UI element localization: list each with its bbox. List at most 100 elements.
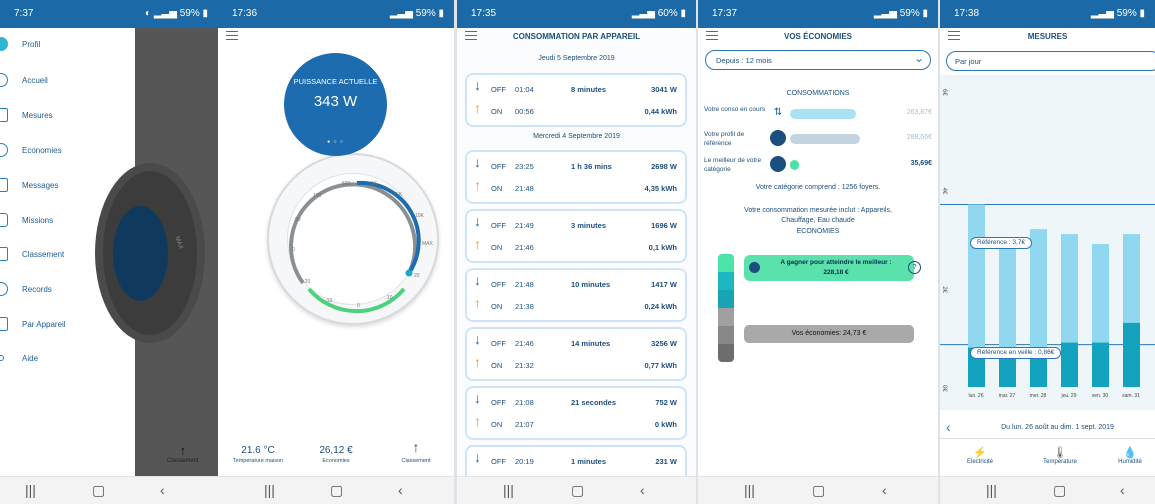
on-label: ON [491,302,503,311]
thermometer-icon: 🌡 [1053,447,1067,459]
off-label: OFF [491,85,506,94]
gauge-tick: 0 [292,247,295,253]
chart-icon [0,108,8,122]
consumption-row: Le meilleur de votre catégorie 35,69€ [704,156,932,178]
bar-total [968,204,985,387]
off-time: 21:08 [515,398,534,407]
menu-item-messages[interactable]: Messages [0,171,135,201]
off-label: OFF [491,162,506,171]
on-time: 21:07 [515,420,534,429]
consumption-row: Votre profil de référence 288,66€ [704,130,932,152]
arrow-up-icon: ↑ [474,177,481,193]
recent-apps-button[interactable]: ||| [503,482,514,498]
header [218,28,454,46]
device-event-card[interactable]: ↓ ↑ OFF 21:08 21 secondes 752 W ON 21:07 0 kWh [465,386,687,440]
home-button[interactable]: ▢ [1053,482,1067,498]
back-button[interactable]: ‹ [398,482,403,498]
menu-item-classement[interactable]: Classement [0,240,135,270]
hamburger-icon[interactable] [706,31,718,40]
off-label: OFF [491,398,506,407]
ranking-stat[interactable]: ↑ Classement [388,440,444,464]
on-label: ON [491,420,503,429]
home-button[interactable]: ▢ [330,482,344,498]
menu-label: Missions [22,216,54,225]
recent-apps-button[interactable]: ||| [25,482,36,498]
arrow-down-icon: ↓ [474,449,481,465]
home-button[interactable]: ▢ [571,482,585,498]
arrow-up-icon: ↑ [474,295,481,311]
includes-text: Votre consommation mesurée inclut : Appa… [744,207,892,224]
temperature-stat[interactable]: 21.6 °C Température maison [226,445,290,464]
date-header: Mercredi 4 Septembre 2019 [533,133,620,140]
menu-item-mesures[interactable]: Mesures [0,101,135,131]
gauge-tick: 100 [313,193,322,199]
duration: 3 minutes [571,221,607,230]
hamburger-icon[interactable] [948,31,960,40]
home-button[interactable]: ▢ [812,482,826,498]
economies-link[interactable]: ECONOMIES [796,228,840,235]
device-event-card[interactable]: ↓ ↑ OFF 01:04 8 minutes 3041 W ON 00:56 0,44 kWh [465,73,687,127]
reference-label: Référence : 3,7€ [970,237,1033,249]
menu-item-profil[interactable]: Profil [0,30,135,60]
rank-shortcut[interactable]: ↑ Classement [167,443,199,464]
clock: 17:35 [471,8,497,19]
off-row: OFF 23:25 1 h 36 mins 2698 W [467,156,685,176]
menu-item-aide[interactable]: Aide [0,344,135,374]
menu-item-par-appareil[interactable]: Par Appareil [0,310,135,340]
period-select[interactable]: Depuis : 12 mois ⌄ [705,50,931,70]
rank-shortcut-label: Classement [167,458,199,464]
tab-humidite[interactable]: 💧 Humidité [1105,446,1155,465]
current-power-disc[interactable]: PUISSANCE ACTUELLE 343 W ● ○ ○ [284,53,387,156]
off-label: OFF [491,280,506,289]
chevron-left-icon[interactable]: ‹ [946,419,951,435]
hamburger-icon[interactable] [465,31,477,40]
on-row: ON 00:56 0,44 kWh [467,101,685,121]
economies-value: 26,12 € [319,445,353,456]
device-event-card[interactable]: ↓ ↑ OFF 21:48 10 minutes 1417 W ON 21:38 0,24 kW… [465,268,687,322]
date-header: Jeudi 5 Septembre 2019 [538,55,615,62]
dimmed-overlay[interactable]: MAX ↑ Classement [95,28,218,476]
back-button[interactable]: ‹ [160,482,165,498]
energy: 0 kWh [654,420,677,429]
page-dots[interactable]: ● ○ ○ [327,139,344,145]
home-button[interactable]: ▢ [92,482,106,498]
menu-item-accueil[interactable]: Accueil [0,66,135,96]
status-bar: 17:36 ▂▃▅ 59% ▮ [218,0,454,28]
back-button[interactable]: ‹ [640,482,645,498]
hamburger-icon[interactable] [226,31,238,40]
device-event-card[interactable]: ↓ ↑ OFF 21:46 14 minutes 3256 W ON 21:32 0,77 kW… [465,327,687,381]
screen-menu: 7:37 ◐ ▂▃▅ 59% ▮ MAX ↑ Classement Profil… [0,0,218,504]
battery-status: ▂▃▅ 59% ▮ [389,8,444,19]
back-button[interactable]: ‹ [882,482,887,498]
recent-apps-button[interactable]: ||| [986,482,997,498]
header: MESURES [940,28,1155,46]
arrow-up-icon: ↑ [412,439,420,455]
device-event-card[interactable]: ↓ ↑ OFF 23:25 1 h 36 mins 2698 W ON 21:48 4,35 k… [465,150,687,204]
economies-stat[interactable]: 26,12 € Economies [306,445,366,464]
menu-item-records[interactable]: Records [0,275,135,305]
energy: 4,35 kWh [644,184,677,193]
recent-apps-button[interactable]: ||| [264,482,275,498]
off-label: OFF [491,221,506,230]
consumption-title: CONSOMMATIONS [786,90,850,97]
temperature-label: Température maison [232,458,284,464]
arrow-down-icon: ↓ [474,272,481,288]
consumption-row: Votre conso en cours ⇅ 263,87€ [704,105,932,127]
on-time: 21:32 [515,361,534,370]
help-icon[interactable]: ? [908,261,921,274]
back-button[interactable]: ‹ [1120,482,1125,498]
menu-item-economies[interactable]: Economies [0,136,135,166]
row-bar [790,134,860,144]
gauge-arcs [289,180,421,314]
medal-icon [749,262,760,273]
thermo-seg [718,308,734,326]
status-bar: 17:37 ▂▃▅ 59% ▮ [698,0,938,28]
arrow-down-icon: ↓ [474,390,481,406]
recent-apps-button[interactable]: ||| [744,482,755,498]
device-event-card[interactable]: ↓ ↑ OFF 21:49 3 minutes 1696 W ON 21:46 0,1 kWh [465,209,687,263]
granularity-select[interactable]: Par jour [946,51,1155,71]
tab-electricite[interactable]: ⚡ Electricité [950,446,1010,465]
off-row: OFF 21:46 14 minutes 3256 W [467,333,685,353]
menu-item-missions[interactable]: Missions [0,206,135,236]
tab-temperature[interactable]: 🌡 Température [1030,446,1090,465]
